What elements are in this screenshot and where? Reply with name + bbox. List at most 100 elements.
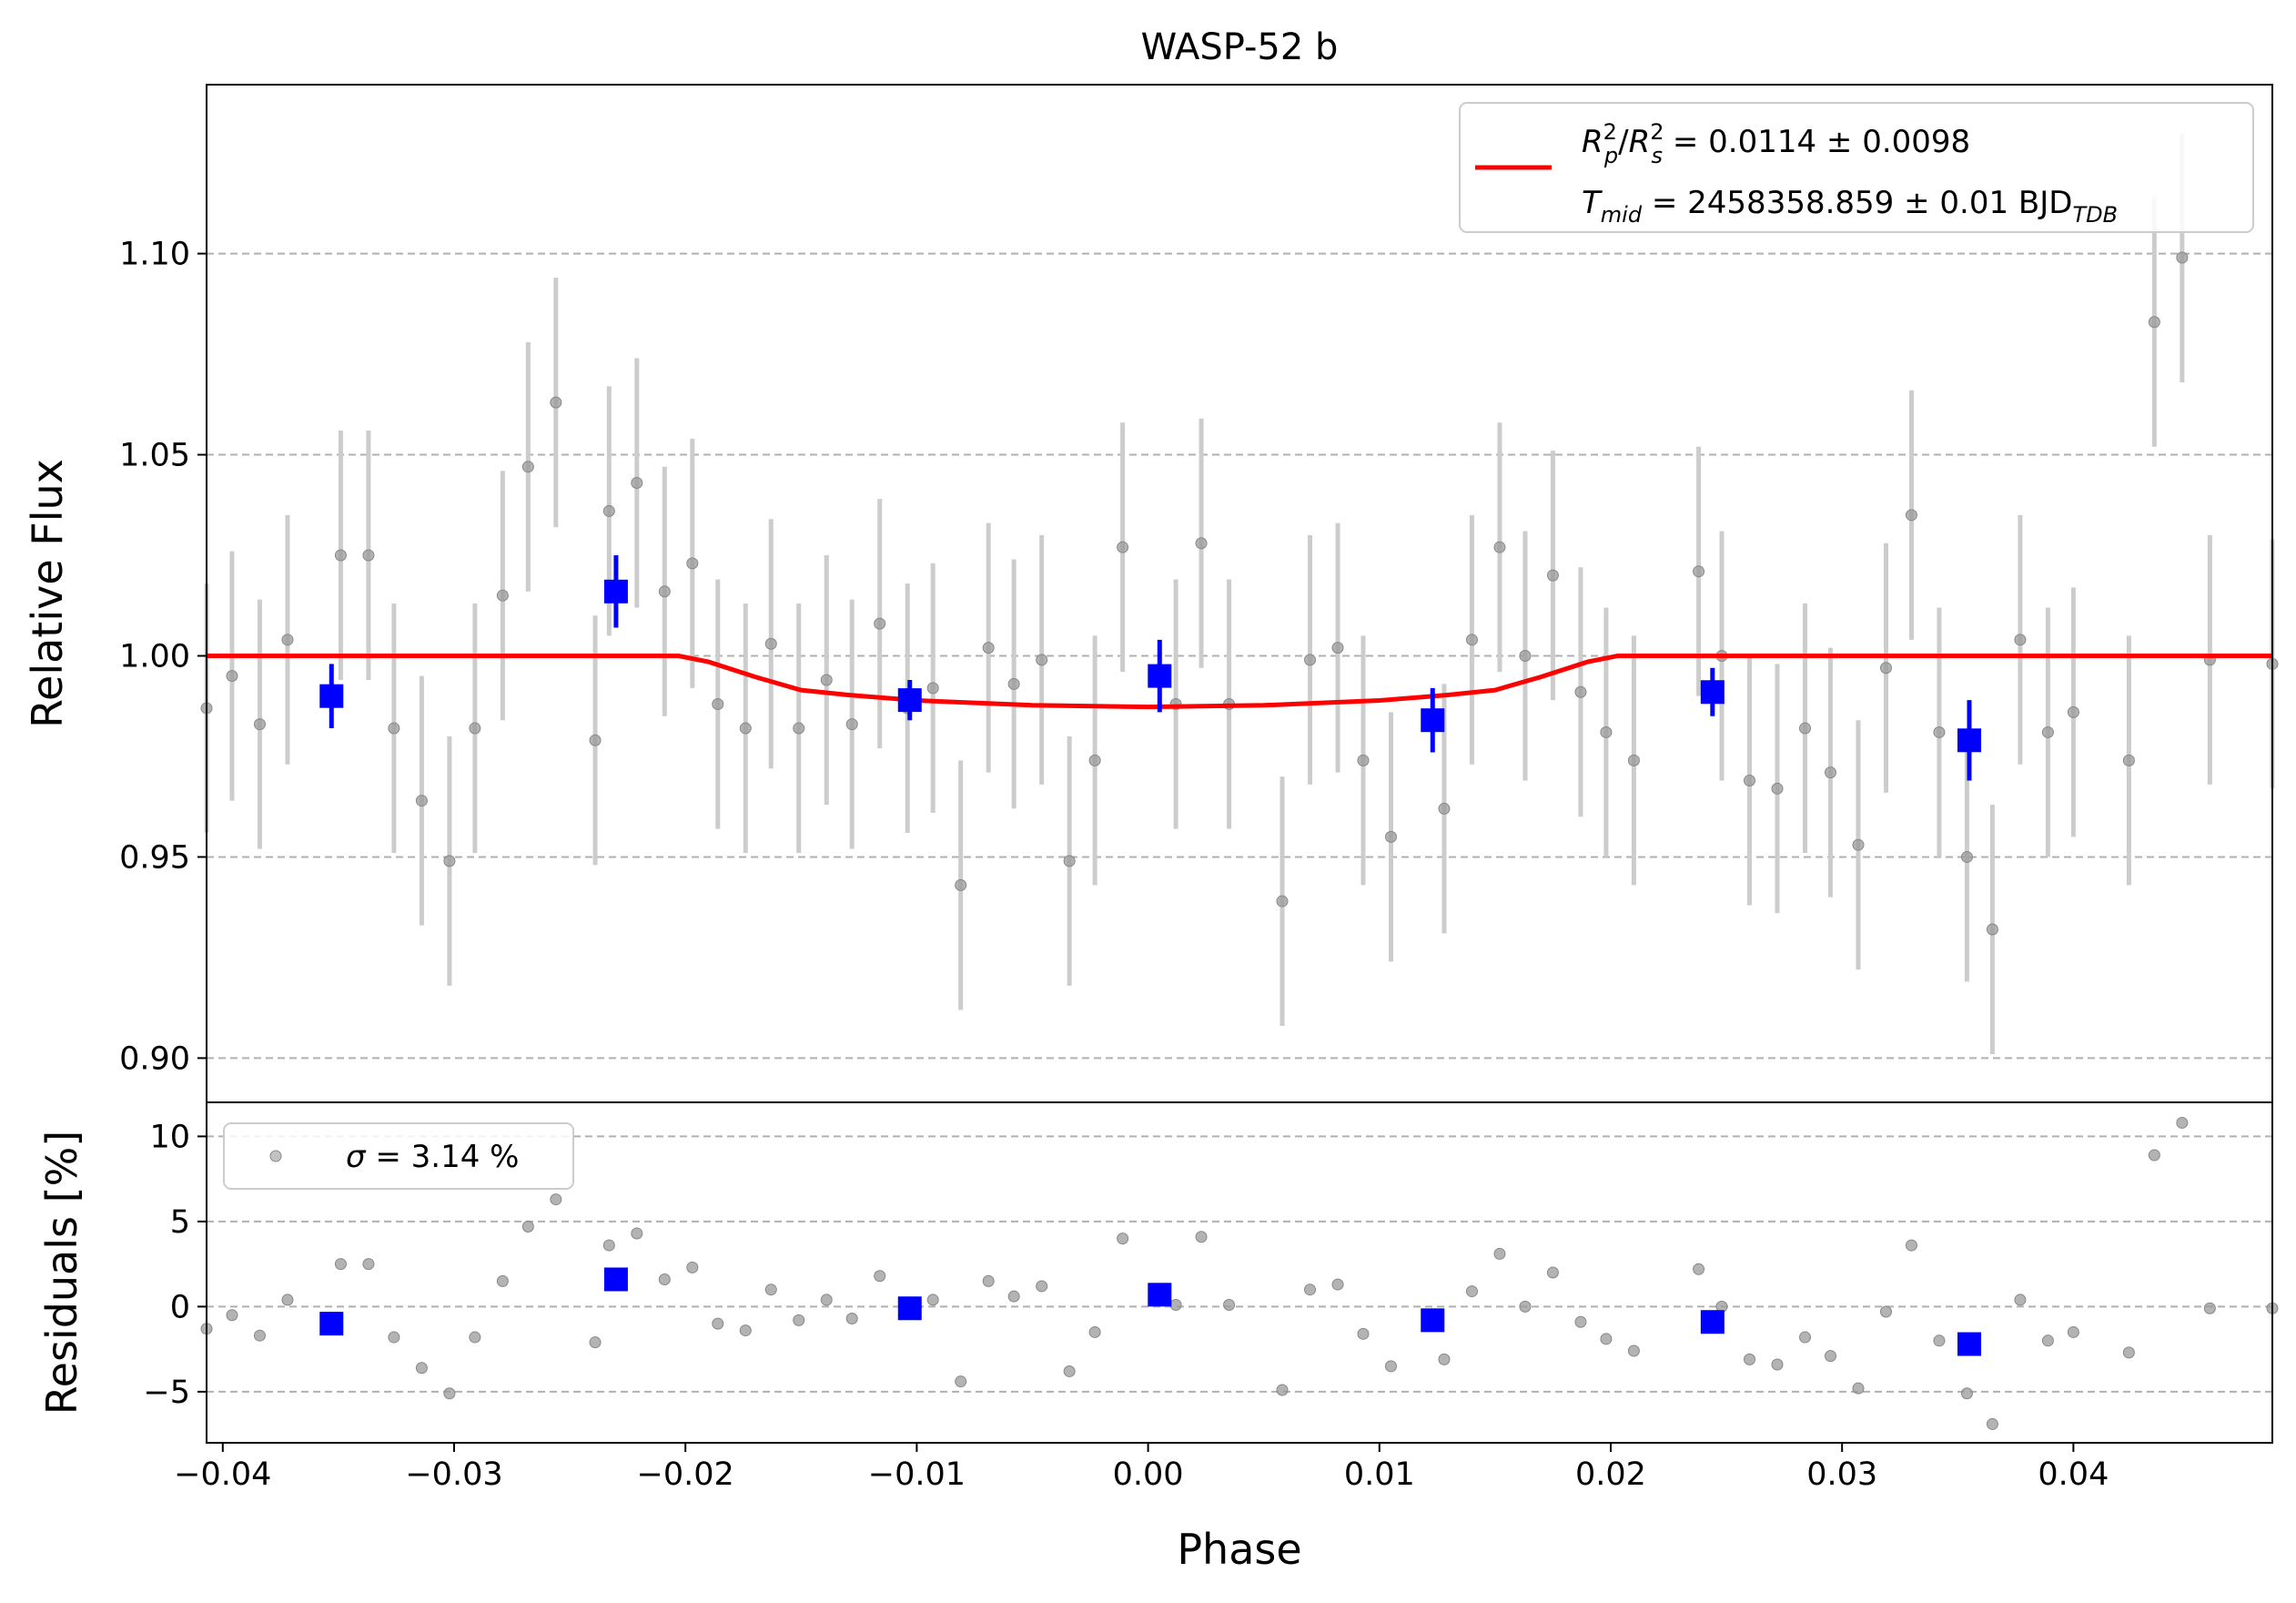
residual-point: [658, 1273, 671, 1285]
residual-point: [1088, 1325, 1101, 1338]
residual-point: [2067, 1325, 2079, 1338]
raw-point: [1905, 509, 1917, 522]
binned-point: [1148, 664, 1172, 688]
residual-point: [1693, 1263, 1705, 1275]
raw-point: [1195, 537, 1208, 550]
y-tick-label: 0.90: [119, 1040, 190, 1077]
raw-point: [1771, 782, 1784, 795]
raw-point: [1824, 766, 1836, 779]
y-tick-label: 0.95: [119, 839, 190, 876]
residual-point: [1036, 1280, 1048, 1293]
raw-point: [496, 589, 509, 602]
x-tick-label: 0.04: [2038, 1456, 2109, 1493]
residual-point: [1438, 1353, 1451, 1365]
residual-point: [589, 1336, 602, 1349]
residual-point: [631, 1227, 643, 1240]
residual-point: [926, 1294, 939, 1306]
raw-point: [589, 734, 602, 746]
light-curve-legend: R2 p/R2 s = 0.0114 ± 0.0098 Tmid = 2458358…: [1459, 102, 2254, 233]
x-tick-label: −0.01: [868, 1456, 966, 1493]
raw-point: [1117, 541, 1129, 553]
residual-point: [1986, 1417, 1998, 1430]
binned-residual-point: [1957, 1332, 1981, 1356]
raw-point: [362, 549, 375, 562]
residual-point: [362, 1258, 375, 1271]
raw-point: [1600, 725, 1613, 738]
raw-point: [1519, 649, 1532, 662]
residual-point: [1169, 1299, 1182, 1312]
raw-point: [415, 795, 428, 807]
residual-point: [1493, 1247, 1506, 1260]
raw-point: [1546, 569, 1559, 582]
residual-point: [1600, 1333, 1613, 1345]
residual-point: [764, 1283, 777, 1296]
binned-residual-point: [319, 1312, 344, 1336]
legend-tmid-label: Tmid = 2458358.859 ± 0.01 BJDTDB: [1582, 185, 2118, 228]
binned-point: [603, 579, 628, 604]
residual-point: [712, 1317, 724, 1330]
raw-point: [1744, 774, 1756, 786]
light-curve-binned-points: [319, 555, 1981, 781]
raw-point: [469, 722, 481, 735]
raw-point: [2122, 754, 2135, 766]
raw-point: [1960, 850, 1973, 863]
residual-point: [1824, 1350, 1836, 1363]
y-tick-label: 5: [170, 1204, 190, 1241]
residual-point: [388, 1331, 400, 1344]
x-tick-label: 0.00: [1113, 1456, 1184, 1493]
residual-point: [820, 1294, 833, 1306]
raw-point: [2176, 251, 2189, 264]
raw-point: [1276, 895, 1289, 908]
light-curve-frame: [207, 85, 2272, 1102]
raw-point: [1304, 654, 1317, 666]
residual-point: [1385, 1360, 1398, 1373]
residual-point: [253, 1329, 266, 1342]
binned-point: [1957, 728, 1981, 753]
residual-point: [1852, 1382, 1865, 1395]
x-tick-label: 0.01: [1344, 1456, 1415, 1493]
residuals-legend: σ = 3.14 %: [223, 1122, 574, 1190]
raw-point: [2041, 725, 2054, 738]
residual-point: [2122, 1346, 2135, 1359]
residuals-binned-points: [319, 1267, 1981, 1356]
residuals-legend-marker: [269, 1150, 282, 1162]
raw-point: [1438, 802, 1451, 815]
raw-point: [1493, 541, 1506, 553]
raw-point: [1465, 634, 1478, 646]
raw-point: [281, 634, 294, 646]
residual-point: [793, 1314, 805, 1326]
raw-point: [1574, 685, 1587, 698]
raw-point: [1627, 754, 1640, 766]
raw-point: [253, 718, 266, 731]
binned-residual-point: [1421, 1308, 1445, 1333]
raw-point: [874, 617, 886, 630]
residual-point: [1933, 1334, 1946, 1347]
raw-point: [1088, 754, 1101, 766]
x-tick-label: 0.02: [1575, 1456, 1646, 1493]
residual-point: [1007, 1290, 1020, 1303]
residual-point: [521, 1221, 534, 1233]
transit-model-line: [207, 654, 2272, 710]
y-tick-label: −5: [143, 1375, 190, 1411]
raw-point: [1331, 642, 1344, 654]
raw-point: [521, 461, 534, 473]
residual-point: [443, 1387, 456, 1400]
residual-point: [415, 1362, 428, 1375]
residual-point: [955, 1375, 967, 1388]
raw-point: [1852, 838, 1865, 851]
raw-point: [658, 585, 671, 598]
residual-point: [602, 1239, 615, 1252]
y-tick-label: 10: [149, 1119, 190, 1155]
raw-point: [1879, 662, 1892, 675]
raw-point: [1799, 722, 1812, 735]
residual-point: [845, 1312, 858, 1324]
x-tick-label: −0.02: [637, 1456, 734, 1493]
residual-point: [281, 1294, 294, 1306]
x-tick-label: −0.04: [174, 1456, 271, 1493]
residual-point: [1799, 1331, 1812, 1344]
residual-point: [2148, 1149, 2160, 1162]
y-tick-label: 1.10: [119, 237, 190, 273]
residuals-grid: [207, 1135, 2272, 1393]
raw-point: [820, 674, 833, 686]
